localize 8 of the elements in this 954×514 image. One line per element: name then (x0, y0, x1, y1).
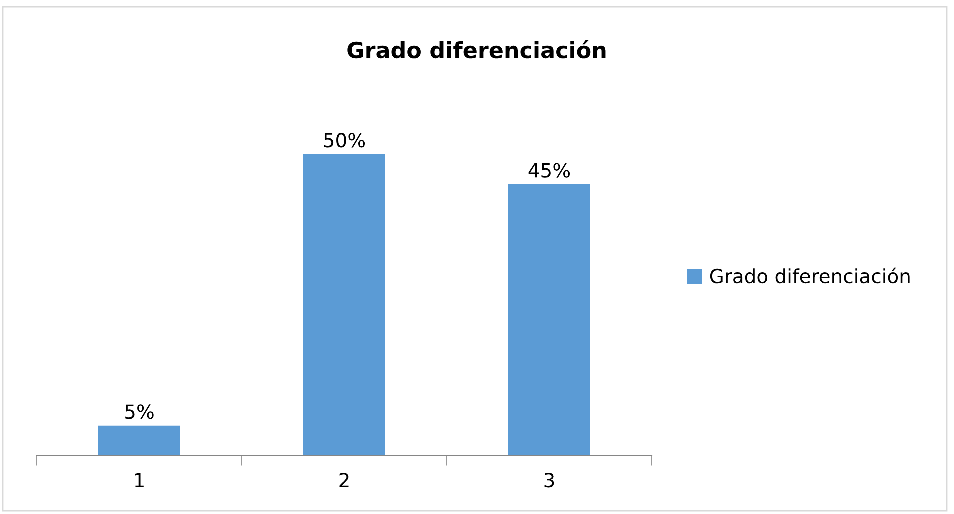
x-tick-label: 3 (544, 473, 554, 488)
data-label: 45% (528, 163, 570, 178)
x-tick-label: 2 (340, 473, 349, 488)
data-label: 50% (324, 133, 366, 148)
data-label: 5% (126, 404, 154, 420)
x-tick-label: 1 (135, 473, 144, 488)
legend-label: Grado diferenciación (710, 268, 910, 284)
chart-title: Grado diferenciación (348, 40, 606, 59)
